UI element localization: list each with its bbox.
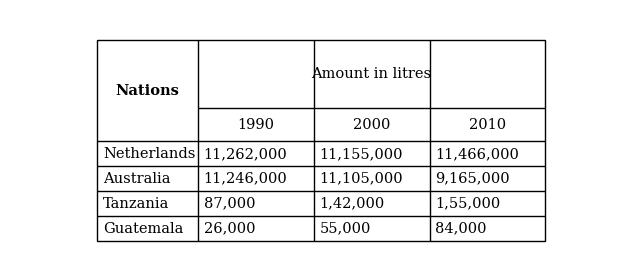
Text: 11,105,000: 11,105,000 <box>320 172 403 186</box>
Text: 1,55,000: 1,55,000 <box>435 197 501 211</box>
Text: Australia: Australia <box>103 172 170 186</box>
Text: 87,000: 87,000 <box>203 197 255 211</box>
Text: 11,262,000: 11,262,000 <box>203 147 287 161</box>
Text: 1990: 1990 <box>238 118 274 132</box>
Text: 26,000: 26,000 <box>203 222 255 235</box>
Text: Netherlands: Netherlands <box>103 147 195 161</box>
Text: 9,165,000: 9,165,000 <box>435 172 510 186</box>
Text: 11,155,000: 11,155,000 <box>320 147 403 161</box>
Text: Tanzania: Tanzania <box>103 197 169 211</box>
Text: 11,466,000: 11,466,000 <box>435 147 519 161</box>
Text: Guatemala: Guatemala <box>103 222 183 235</box>
Text: 11,246,000: 11,246,000 <box>203 172 287 186</box>
Text: 2010: 2010 <box>469 118 506 132</box>
Text: 2000: 2000 <box>353 118 391 132</box>
Text: 1,42,000: 1,42,000 <box>320 197 385 211</box>
Text: 84,000: 84,000 <box>435 222 487 235</box>
Text: Amount in litres: Amount in litres <box>312 67 432 81</box>
Text: 55,000: 55,000 <box>320 222 371 235</box>
Text: Nations: Nations <box>116 84 179 98</box>
